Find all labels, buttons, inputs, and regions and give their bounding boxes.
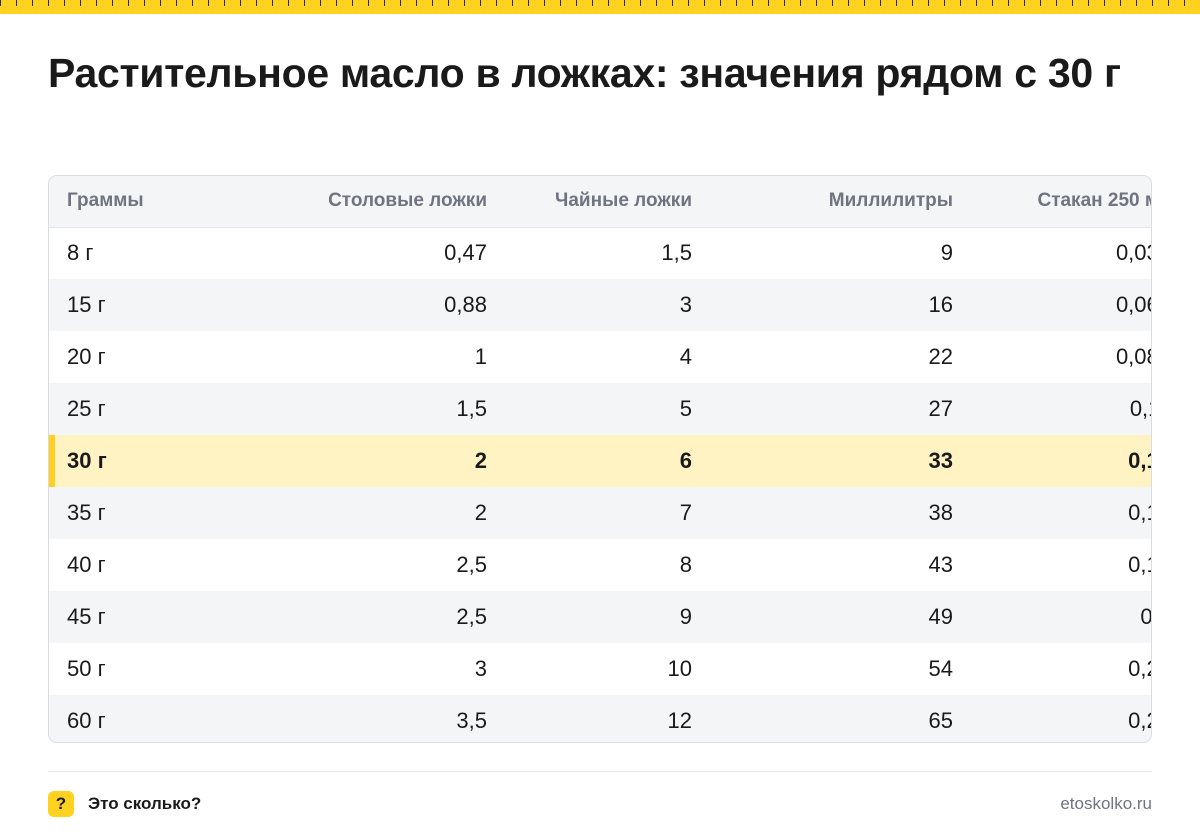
page-title: Растительное масло в ложках: значения ря… xyxy=(48,50,1121,96)
cell-glass: 0,087 xyxy=(1115,344,1151,369)
table-row: 60 г 3,5 12 65 0,26 xyxy=(49,695,1151,742)
site-url: etoskolko.ru xyxy=(1060,794,1152,813)
cell-milliliters: 65 xyxy=(928,708,953,733)
cell-glass: 0,22 xyxy=(1128,656,1151,681)
column-header-teaspoons: Чайные ложки xyxy=(487,176,692,228)
table-row: 50 г 3 10 54 0,22 xyxy=(49,643,1151,695)
cell-grams: 20 г xyxy=(67,344,106,369)
conversion-table-card: Граммы Столовые ложки Чайные ложки Милли… xyxy=(48,175,1152,743)
cell-grams: 25 г xyxy=(67,396,106,421)
cell-teaspoons: 7 xyxy=(679,500,692,525)
cell-tablespoons: 0,47 xyxy=(444,240,487,266)
brand-name: Это сколько? xyxy=(88,794,202,813)
cell-grams: 50 г xyxy=(67,656,106,681)
ruler-strip xyxy=(0,0,1200,14)
cell-grams: 8 г xyxy=(67,240,94,266)
cell-grams: 35 г xyxy=(67,500,106,525)
cell-milliliters: 27 xyxy=(928,396,953,421)
cell-glass: 0,035 xyxy=(1115,240,1151,266)
cell-milliliters: 43 xyxy=(928,552,953,577)
cell-grams: 30 г xyxy=(49,435,237,487)
cell-milliliters: 38 xyxy=(928,500,953,525)
cell-tablespoons: 3,5 xyxy=(456,708,487,733)
cell-milliliters: 16 xyxy=(928,292,953,317)
cell-teaspoons: 10 xyxy=(667,656,692,681)
cell-glass: 0,17 xyxy=(1128,552,1151,577)
table-row: 8 г 0,47 1,5 9 0,035 xyxy=(49,227,1151,279)
cell-tablespoons: 3 xyxy=(474,656,487,681)
cell-glass: 0,065 xyxy=(1115,292,1151,317)
cell-grams: 60 г xyxy=(67,708,106,733)
cell-glass: 0,13 xyxy=(1128,448,1151,473)
cell-milliliters: 49 xyxy=(928,604,953,629)
cell-grams: 40 г xyxy=(67,552,106,577)
column-header-grams: Граммы xyxy=(49,176,237,228)
cell-tablespoons: 1,5 xyxy=(456,396,487,421)
cell-milliliters: 54 xyxy=(928,656,953,681)
cell-glass: 0,2 xyxy=(1140,604,1152,629)
cell-tablespoons: 2 xyxy=(474,500,487,525)
table-row: 40 г 2,5 8 43 0,17 xyxy=(49,539,1151,591)
cell-glass: 0,15 xyxy=(1128,500,1151,525)
cell-teaspoons: 5 xyxy=(679,396,692,421)
cell-glass: 0,26 xyxy=(1128,708,1151,733)
cell-grams: 45 г xyxy=(67,604,106,629)
column-header-glass: Стакан 250 мл xyxy=(953,176,1151,228)
cell-teaspoons: 6 xyxy=(679,448,692,473)
table-row: 45 г 2,5 9 49 0,2 xyxy=(49,591,1152,643)
cell-glass: 0,11 xyxy=(1129,396,1151,421)
footer-divider xyxy=(48,771,1152,772)
table-row: 25 г 1,5 5 27 0,11 xyxy=(49,383,1151,435)
cell-teaspoons: 8 xyxy=(679,552,692,577)
cell-tablespoons: 2,5 xyxy=(456,552,487,577)
cell-teaspoons: 1,5 xyxy=(661,240,692,266)
cell-grams: 15 г xyxy=(67,292,106,317)
table-row: 15 г 0,88 3 16 0,065 xyxy=(49,279,1151,331)
cell-tablespoons: 2 xyxy=(474,448,487,473)
conversion-table: Граммы Столовые ложки Чайные ложки Милли… xyxy=(49,176,1152,742)
cell-teaspoons: 9 xyxy=(679,604,692,629)
cell-tablespoons: 0,88 xyxy=(444,292,487,317)
column-header-tablespoons: Столовые ложки xyxy=(237,176,487,228)
cell-milliliters: 33 xyxy=(928,448,953,473)
question-mark-icon: ? xyxy=(48,791,74,817)
table-row: 20 г 1 4 22 0,087 xyxy=(49,331,1151,383)
cell-tablespoons: 2,5 xyxy=(456,604,487,629)
cell-milliliters: 22 xyxy=(928,344,953,369)
cell-teaspoons: 12 xyxy=(667,708,692,733)
cell-milliliters: 9 xyxy=(940,240,953,266)
cell-teaspoons: 4 xyxy=(679,344,692,369)
table-row: 35 г 2 7 38 0,15 xyxy=(49,487,1151,539)
table-row-highlighted: 30 г 2 6 33 0,13 xyxy=(49,435,1151,487)
cell-tablespoons: 1 xyxy=(474,344,487,369)
table-header-row: Граммы Столовые ложки Чайные ложки Милли… xyxy=(49,176,1151,228)
column-header-milliliters: Миллилитры xyxy=(692,176,953,228)
footer-brand: ? Это сколько? xyxy=(48,791,201,817)
cell-teaspoons: 3 xyxy=(679,292,692,317)
